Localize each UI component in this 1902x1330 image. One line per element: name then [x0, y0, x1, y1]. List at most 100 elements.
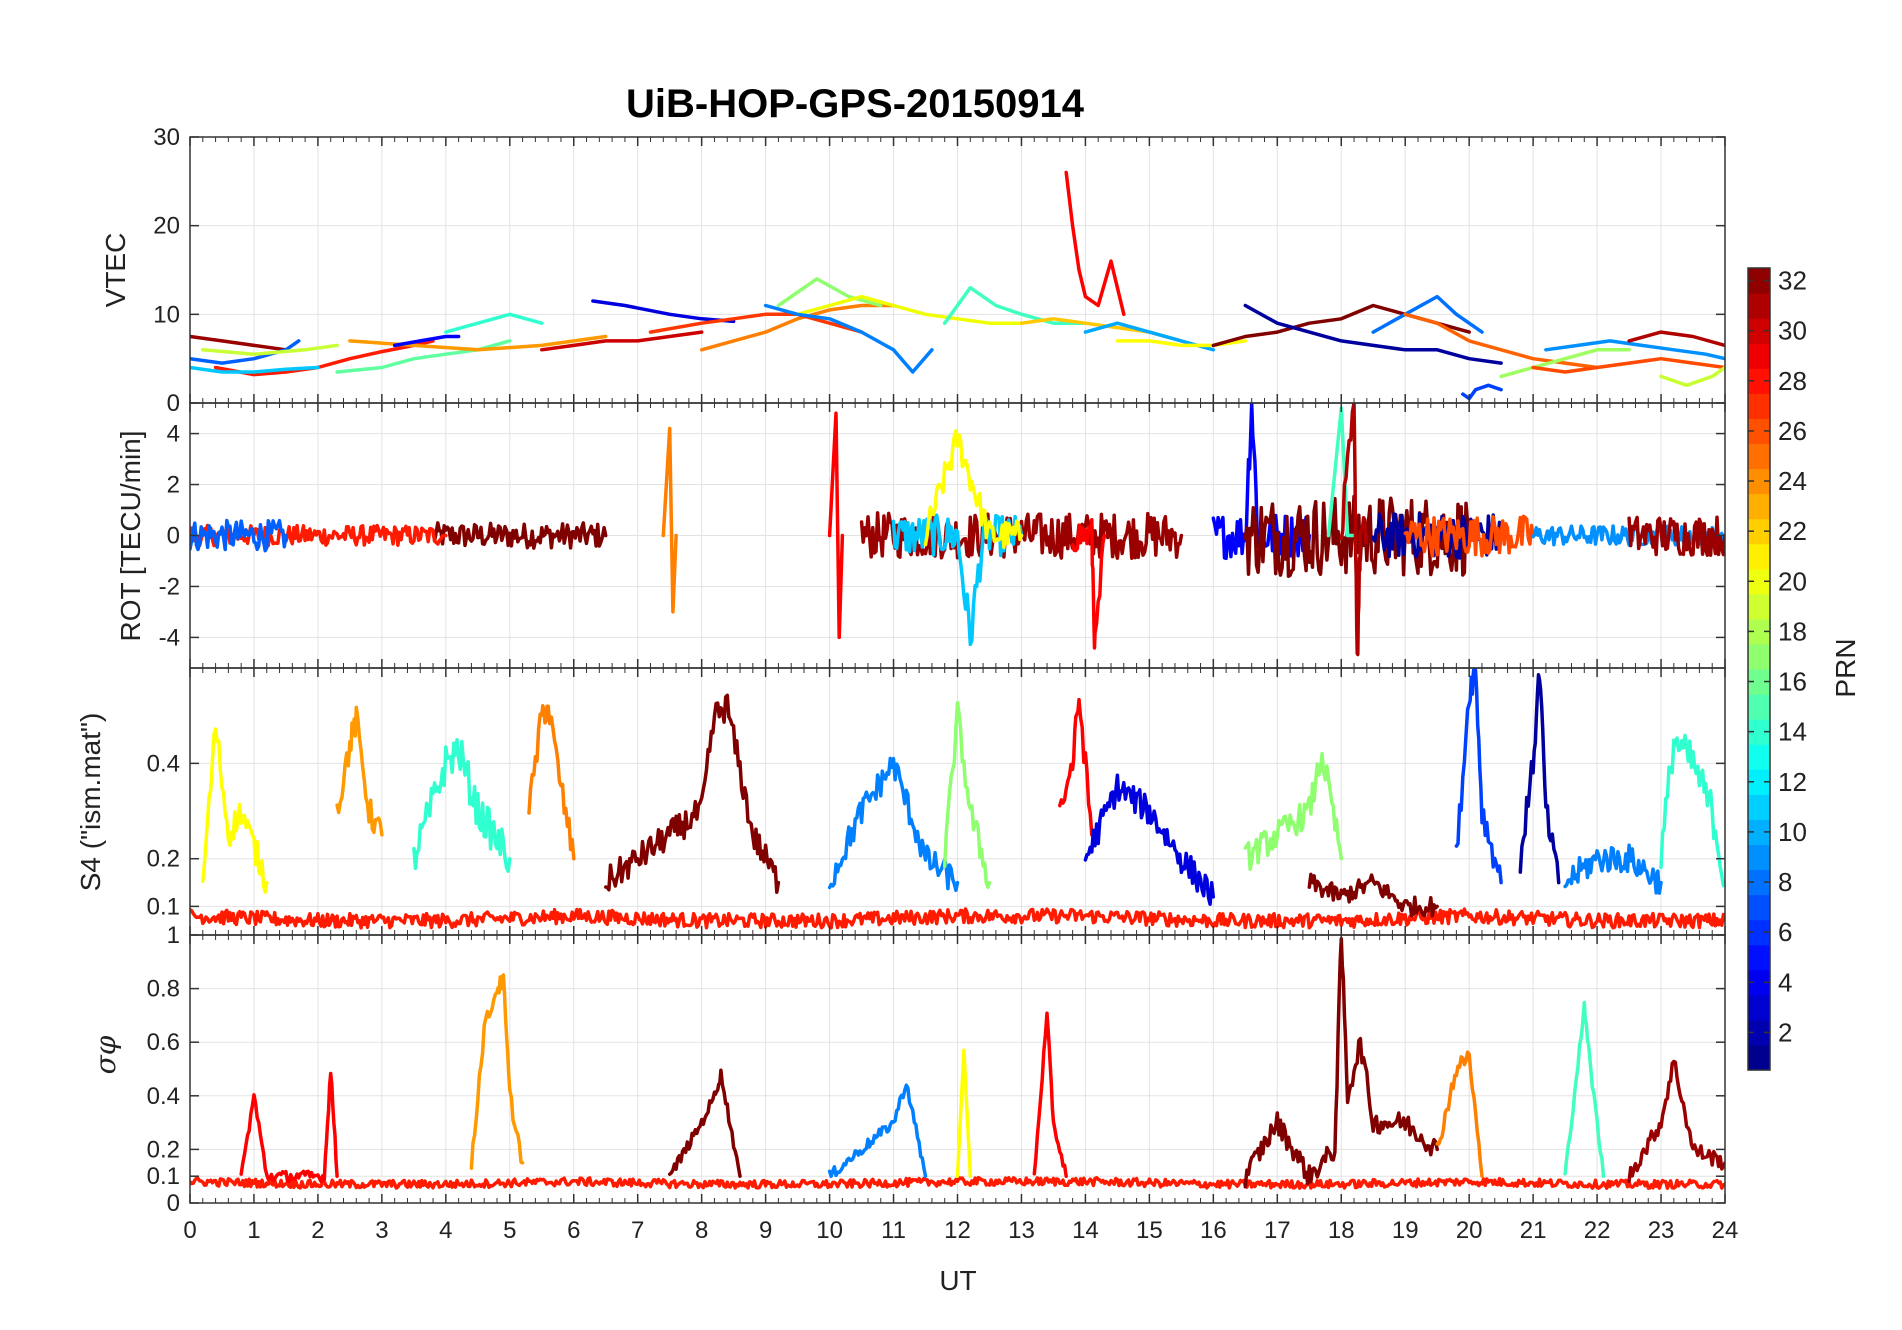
- series-prn-26: [1403, 514, 1535, 558]
- y-tick-label: 0.1: [147, 893, 180, 920]
- chart-title: UiB-HOP-GPS-20150914: [626, 82, 1085, 126]
- colorbar-frame: [1747, 267, 1771, 1071]
- x-tick-label: 12: [944, 1217, 971, 1244]
- series-prn-32: [431, 521, 608, 550]
- series-prn-9: [827, 1083, 928, 1179]
- y-tick-label: 30: [153, 124, 180, 151]
- y-tick-label: 1: [167, 922, 180, 949]
- series-prn-14: [1326, 406, 1356, 538]
- series-prn-20: [201, 727, 269, 894]
- series-prn-14: [1563, 1000, 1606, 1178]
- x-axis: 0 1 2 3 4 5 6 7 8 9 10 11 12 13 14 15 16 17 18 19 20 21 22 23 24: [183, 1217, 1738, 1244]
- y-tick-label: 0: [167, 1190, 180, 1217]
- x-tick-label: 24: [1712, 1217, 1739, 1244]
- x-tick-label: 7: [631, 1217, 644, 1244]
- series-prn-21: [795, 294, 1024, 325]
- x-tick-label: 23: [1648, 1217, 1675, 1244]
- x-tick-label: 5: [503, 1217, 516, 1244]
- panel-2: -4 -2 0 2 4 ROT [TECU/min]: [115, 402, 1726, 669]
- y-tick-label: 0.1: [147, 1163, 180, 1190]
- series-prn-19: [201, 343, 339, 356]
- series-prn-28: [190, 1175, 1725, 1190]
- series-prn-20: [955, 1048, 973, 1178]
- series-prn-29: [1070, 517, 1107, 650]
- y-tick-label: 2: [167, 472, 180, 499]
- series-prn-32: [667, 1068, 742, 1178]
- colorbar-tick-label: 28: [1778, 366, 1807, 396]
- colorbar-segment: [1748, 268, 1770, 294]
- y-tick-label: 10: [153, 301, 180, 328]
- series-prn-26: [1531, 356, 1725, 374]
- series-prn-12: [891, 513, 1024, 647]
- series-prn-32: [1307, 872, 1439, 918]
- colorbar-tick-label: 8: [1778, 867, 1792, 897]
- colorbar-tick-label: 6: [1778, 917, 1792, 947]
- series-prn-32: [603, 693, 781, 895]
- series-prn-16: [776, 277, 883, 308]
- colorbar-tick-label: 14: [1778, 717, 1807, 747]
- colorbar-segment: [1748, 393, 1770, 419]
- series-prn-12: [190, 365, 320, 374]
- series-prn-18: [1659, 365, 1725, 388]
- x-tick-label: 15: [1136, 1217, 1163, 1244]
- colorbar-segment: [1748, 1019, 1770, 1046]
- series-prn-2: [1518, 673, 1561, 885]
- series-prn-31: [1627, 1059, 1725, 1183]
- series-prn-23: [348, 334, 608, 352]
- y-axis-label-2: ROT [TECU/min]: [115, 430, 146, 641]
- y-tick-label: 0.4: [147, 750, 180, 777]
- y-tick-label: -4: [159, 624, 180, 651]
- colorbar-segment: [1748, 293, 1770, 319]
- x-tick-label: 4: [439, 1217, 452, 1244]
- colorbar-segment: [1748, 944, 1770, 971]
- x-tick-label: 21: [1520, 1217, 1547, 1244]
- series-prn-31: [190, 334, 288, 352]
- colorbar-tick-label: 4: [1778, 967, 1792, 997]
- colorbar-segment: [1748, 719, 1770, 745]
- colorbar-segment: [1748, 418, 1770, 445]
- y-axis-label-3: S4 ("ism.mat"): [75, 713, 106, 892]
- x-tick-label: 13: [1008, 1217, 1035, 1244]
- panel-1: 0 10 20 30 VTEC: [100, 124, 1726, 417]
- colorbar-tick-label: 2: [1778, 1017, 1792, 1047]
- x-tick-label: 11: [881, 1217, 906, 1244]
- series-prn-10: [1544, 339, 1725, 361]
- panel-1-series: [190, 170, 1725, 401]
- series-prn-6: [1461, 383, 1503, 401]
- colorbar-segment: [1748, 919, 1770, 946]
- colorbar-tick-label: 16: [1778, 667, 1807, 697]
- series-prn-7: [190, 518, 288, 553]
- series-prn-20: [923, 429, 1024, 550]
- series-prn-13: [1659, 733, 1725, 888]
- series-prn-14: [942, 285, 1088, 325]
- series-prn-28: [190, 907, 1725, 930]
- colorbar-tick-label: 32: [1778, 266, 1807, 296]
- colorbar-segment: [1748, 618, 1770, 645]
- colorbar-segment: [1748, 368, 1770, 394]
- colorbar-segment: [1748, 1044, 1770, 1071]
- series-prn-17: [1499, 348, 1631, 379]
- colorbar-segment: [1748, 844, 1770, 871]
- colorbar-segment: [1748, 493, 1770, 520]
- x-tick-label: 14: [1072, 1217, 1099, 1244]
- colorbar-tick-label: 30: [1778, 316, 1807, 346]
- series-prn-4: [591, 299, 736, 324]
- colorbar-segment: [1748, 894, 1770, 921]
- x-tick-label: 6: [567, 1217, 580, 1244]
- colorbar-label: PRN: [1830, 638, 1861, 697]
- colorbar-tick-label: 20: [1778, 566, 1807, 596]
- series-prn-9: [827, 756, 960, 893]
- x-tick-label: 18: [1328, 1217, 1355, 1244]
- x-tick-label: 1: [247, 1217, 260, 1244]
- series-prn-6: [1454, 668, 1503, 885]
- x-tick-label: 20: [1456, 1217, 1483, 1244]
- y-tick-label: 0.8: [147, 976, 180, 1003]
- colorbar-segment: [1748, 343, 1770, 369]
- colorbar-segment: [1748, 794, 1770, 820]
- colorbar-segment: [1748, 694, 1770, 720]
- colorbar-segment: [1748, 744, 1770, 770]
- x-tick-label: 10: [816, 1217, 843, 1244]
